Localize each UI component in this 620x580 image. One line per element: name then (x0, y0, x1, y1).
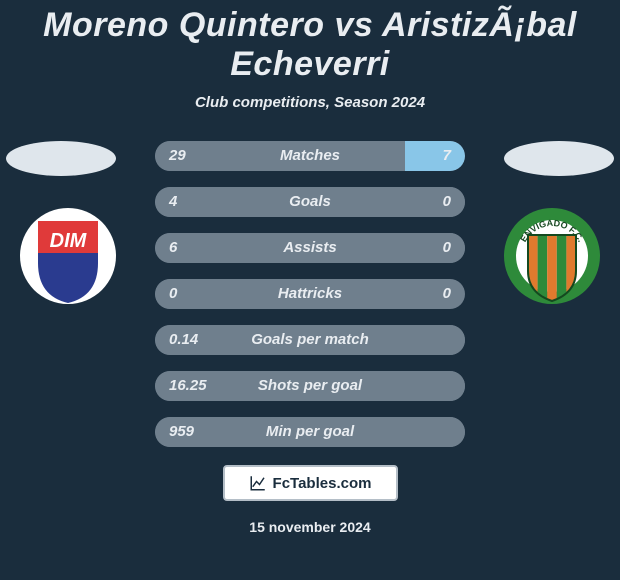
stat-row: 00Hattricks (155, 279, 465, 309)
stat-label: Min per goal (155, 417, 465, 447)
player-photo-left (6, 141, 116, 176)
date-label: 15 november 2024 (0, 519, 620, 535)
subtitle: Club competitions, Season 2024 (0, 94, 620, 111)
stat-label: Shots per goal (155, 371, 465, 401)
stat-row: 959Min per goal (155, 417, 465, 447)
stat-label: Goals (155, 187, 465, 217)
player-photo-right (504, 141, 614, 176)
stats-bars: 297Matches 40Goals 60Assists 00Hattricks 0.1… (155, 141, 465, 447)
stat-label: Goals per match (155, 325, 465, 355)
source-badge: FcTables.com (223, 465, 398, 501)
comparison-area: DIM ENVIGADO F.C. 297Matches 40Goals 60Ass… (0, 141, 620, 447)
comparison-card: Moreno Quintero vs AristizÃ¡bal Echeverr… (0, 0, 620, 580)
club-crest-right: ENVIGADO F.C. (502, 201, 602, 311)
chart-icon (249, 474, 267, 492)
stat-row: 297Matches (155, 141, 465, 171)
stat-label: Matches (155, 141, 465, 171)
stat-row: 16.25Shots per goal (155, 371, 465, 401)
source-label: FcTables.com (273, 475, 372, 492)
stat-row: 40Goals (155, 187, 465, 217)
stat-label: Hattricks (155, 279, 465, 309)
svg-text:DIM: DIM (50, 230, 88, 252)
stat-row: 0.14Goals per match (155, 325, 465, 355)
stat-label: Assists (155, 233, 465, 263)
page-title: Moreno Quintero vs AristizÃ¡bal Echeverr… (0, 6, 620, 84)
stat-row: 60Assists (155, 233, 465, 263)
club-crest-left: DIM (18, 201, 118, 311)
